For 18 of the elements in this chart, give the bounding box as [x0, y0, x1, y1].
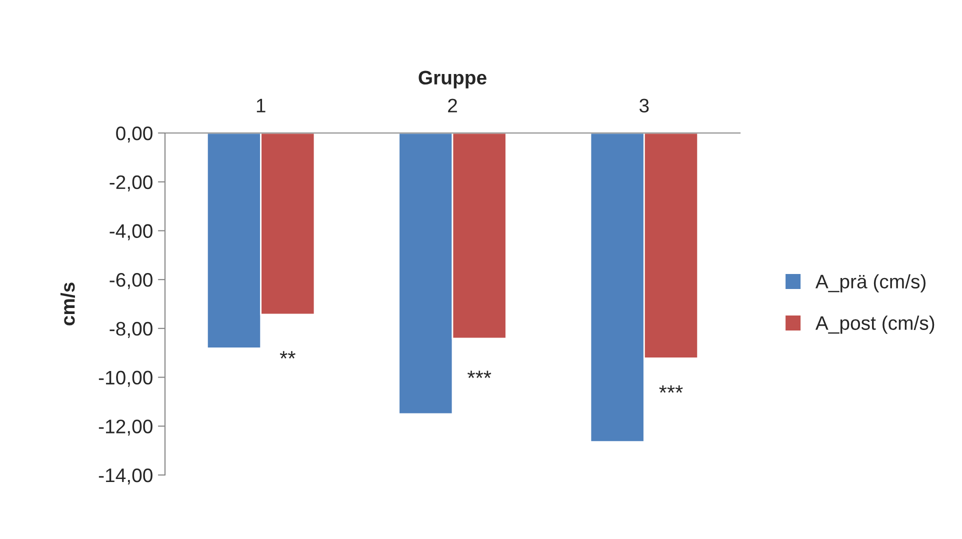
- y-tick-label: 0,00: [116, 126, 152, 143]
- y-tick-label: -8,00: [110, 322, 152, 338]
- y-tick-label: -14,00: [98, 468, 152, 485]
- y-tick-label: -6,00: [110, 273, 152, 290]
- annotation: ***: [468, 370, 492, 378]
- x-tick-label: 2: [448, 98, 457, 112]
- y-tick-label: -2,00: [110, 175, 152, 192]
- x-tick-label: 3: [640, 98, 649, 112]
- x-axis-title: Gruppe: [418, 70, 486, 88]
- legend-label: A_post (cm/s): [815, 316, 934, 334]
- annotation: **: [280, 351, 296, 358]
- annotation: ***: [659, 385, 683, 393]
- legend-label: A_prä (cm/s): [815, 274, 926, 292]
- x-tick-label: 1: [256, 98, 266, 112]
- y-tick-label: -4,00: [110, 224, 152, 240]
- y-axis-title: cm/s: [60, 282, 75, 326]
- y-tick-label: -10,00: [98, 370, 152, 387]
- y-tick-label: -12,00: [98, 420, 152, 436]
